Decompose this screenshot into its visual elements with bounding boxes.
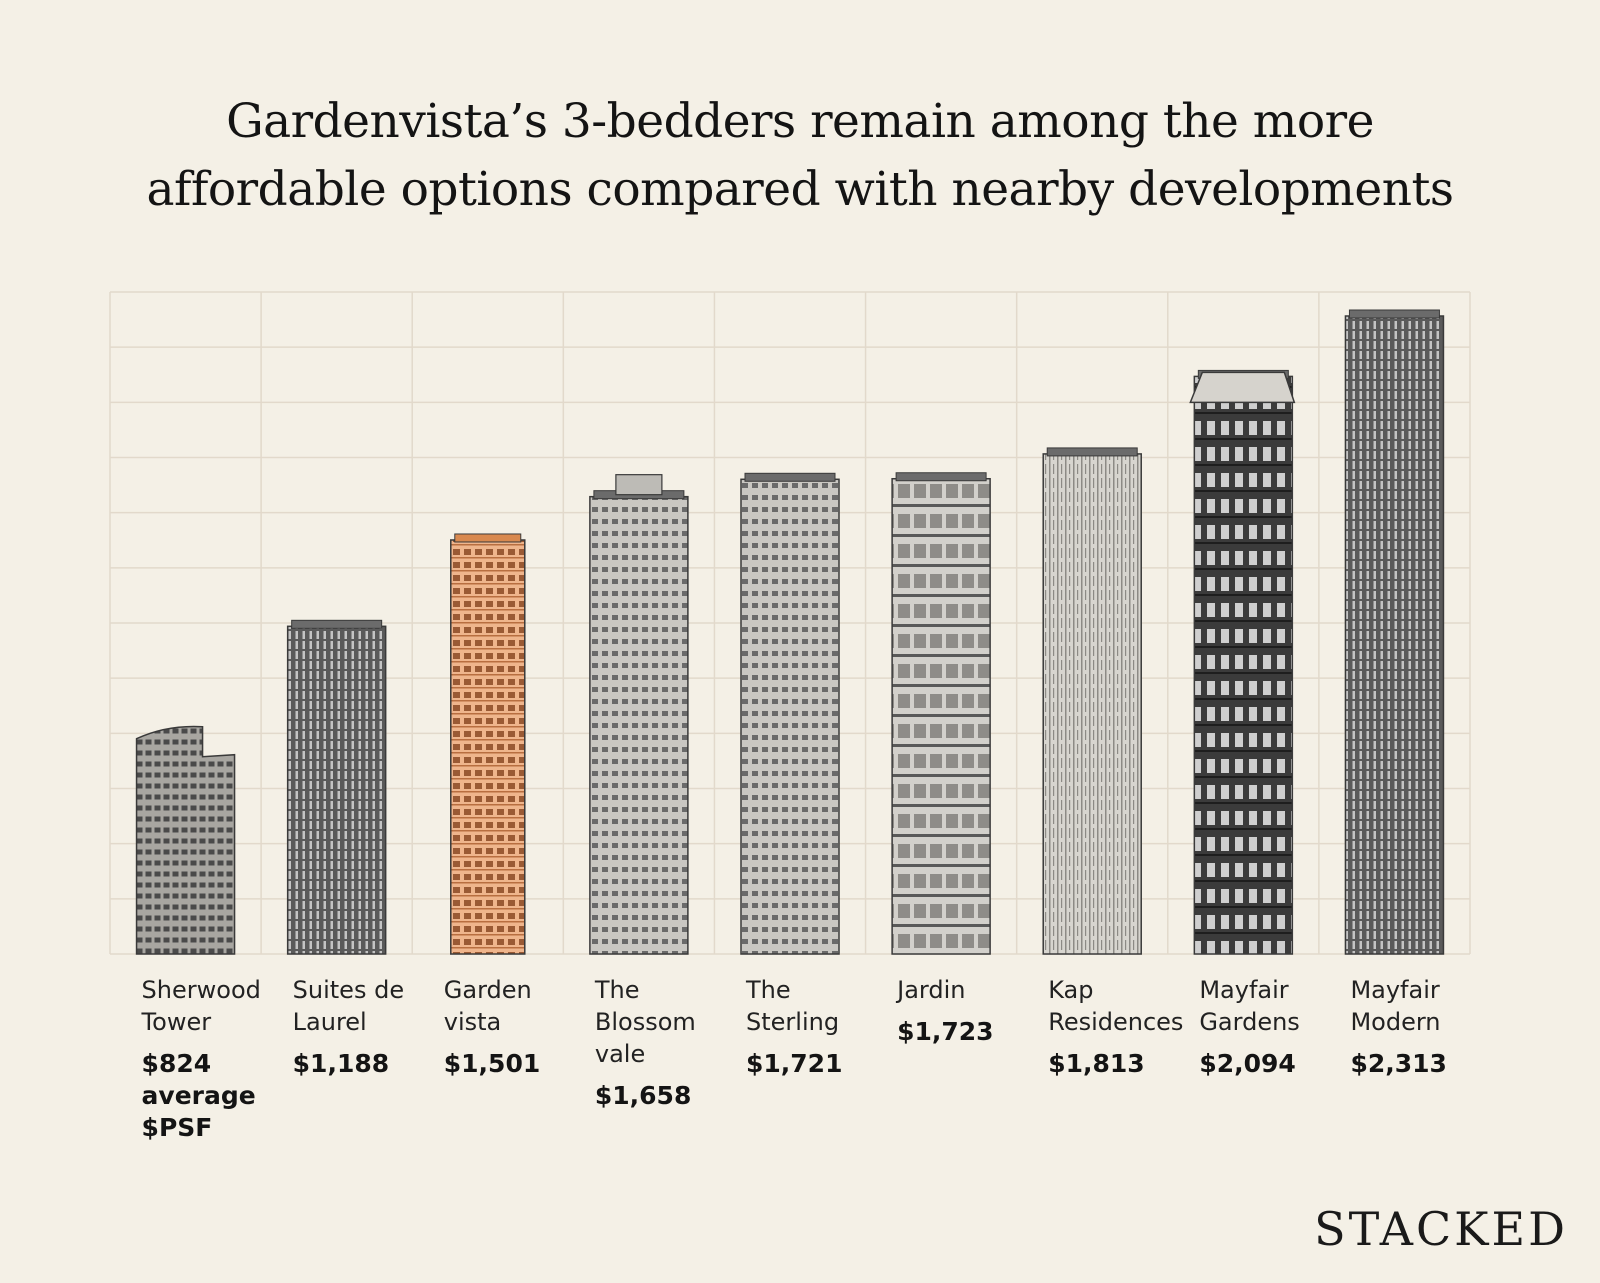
category-label: Suites de Laurel $1,188 — [293, 974, 433, 1080]
bar-jardin — [891, 472, 991, 955]
category-name: Mayfair Gardens — [1199, 976, 1300, 1036]
category-label: Mayfair Modern $2,313 — [1350, 974, 1490, 1080]
bar-the-sterling — [740, 472, 840, 955]
bars — [135, 309, 1445, 955]
chart-title-line-2: affordable options compared with nearby … — [146, 162, 1454, 217]
chart-title-line-1: Gardenvista’s 3-bedders remain among the… — [226, 94, 1374, 149]
bar-mayfair-modern — [1344, 309, 1445, 955]
category-label: The Blossom vale $1,658 — [595, 974, 735, 1112]
category-name: The Sterling — [746, 976, 840, 1036]
value-label: $1,813 — [1048, 1049, 1145, 1078]
category-label: Garden vista $1,501 — [444, 974, 584, 1080]
category-label: Sherwood Tower $824 average $PSF — [142, 974, 282, 1144]
bar-suites-de-laurel — [286, 619, 387, 955]
category-label: The Sterling $1,721 — [746, 974, 886, 1080]
value-label: $824 — [141, 1049, 212, 1078]
category-name: Jardin — [897, 976, 966, 1004]
bar-sherwood-tower — [135, 725, 236, 955]
value-label: $2,094 — [1199, 1049, 1296, 1078]
value-label: $2,313 — [1350, 1049, 1447, 1078]
category-label: Jardin $1,723 — [897, 974, 1037, 1048]
value-label: $1,658 — [594, 1081, 692, 1110]
brand-logo: STACKED — [1314, 1202, 1568, 1256]
unit-label: average $PSF — [141, 1081, 256, 1142]
category-name: The Blossom vale — [594, 976, 696, 1068]
bar-the-blossom-vale — [589, 474, 689, 955]
value-label: $1,501 — [443, 1049, 541, 1078]
value-label: $1,188 — [292, 1049, 390, 1078]
value-label: $1,721 — [746, 1049, 843, 1078]
category-name: Suites de Laurel — [292, 976, 405, 1036]
category-name: Sherwood Tower — [141, 976, 261, 1036]
category-label: Kap Residences $1,813 — [1048, 974, 1188, 1080]
bar-garden-vista — [450, 533, 526, 955]
value-label: $1,723 — [897, 1017, 994, 1046]
chart-title: Gardenvista’s 3-bedders remain among the… — [0, 88, 1600, 224]
category-name: Garden vista — [443, 976, 532, 1036]
category-label: Mayfair Gardens $2,094 — [1199, 974, 1339, 1080]
category-name: Kap Residences — [1048, 976, 1184, 1036]
category-name: Mayfair Modern — [1350, 976, 1441, 1036]
bar-kap-residences — [1042, 447, 1142, 955]
bar-mayfair-gardens — [1189, 369, 1296, 955]
